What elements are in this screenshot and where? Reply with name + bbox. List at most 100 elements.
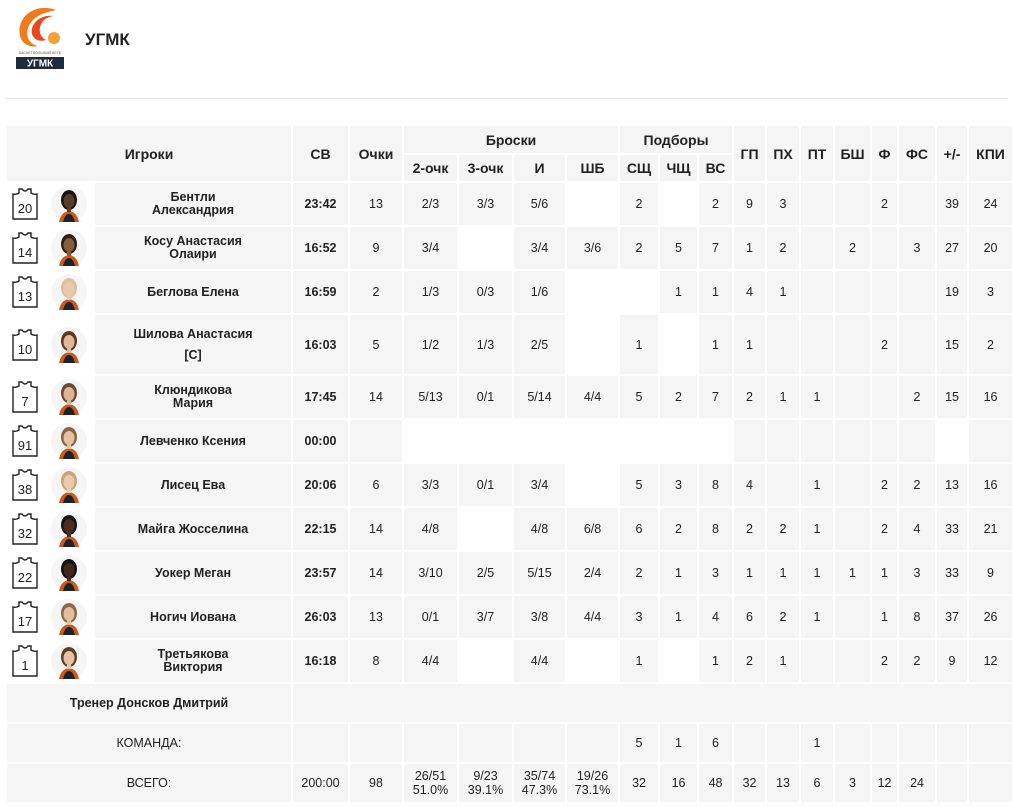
player-photo-cell [42, 418, 95, 464]
player-photo [50, 326, 87, 363]
stat-fg: 5/14 [512, 374, 567, 420]
stat-pts: 14 [348, 506, 404, 552]
stat-pts: 14 [348, 374, 404, 420]
player-name[interactable]: Третьякова Виктория [93, 638, 293, 684]
col-ast[interactable]: ГП [732, 124, 768, 183]
stat-dreb [658, 181, 700, 227]
player-name[interactable]: Майга Жосселина [93, 506, 293, 552]
stat-stl [799, 638, 836, 684]
player-name[interactable]: Бентли Александрия [93, 181, 293, 227]
col-min[interactable]: СВ [291, 124, 350, 183]
player-min: 16:18 [291, 638, 350, 684]
jersey-icon: 1 [11, 645, 38, 677]
stat-pf: 2 [870, 181, 900, 227]
svg-text:91: 91 [17, 438, 31, 453]
jersey-number-cell: 1 [5, 638, 44, 684]
stat-fd [897, 269, 938, 315]
player-name[interactable]: Клюндикова Мария [93, 374, 293, 420]
col-two[interactable]: 2-очк [402, 153, 459, 183]
stat-ft [564, 313, 621, 376]
stat-two [402, 418, 459, 464]
player-name-line1: Клюндикова [154, 383, 232, 397]
stat-ast: 4 [732, 462, 768, 508]
player-photo [50, 274, 87, 310]
player-photo-cell [42, 594, 95, 640]
stat-pf [870, 418, 900, 464]
stat-fg: 5/6 [512, 181, 567, 227]
col-fd[interactable]: ФС [897, 124, 938, 183]
player-photo [50, 555, 87, 591]
col-dreb[interactable]: ЧЩ [658, 153, 700, 183]
jersey-icon: 10 [11, 328, 38, 361]
team-name: УГМК [85, 30, 130, 49]
total-two: 26/51 51.0% [402, 762, 459, 804]
player-min: 16:52 [291, 225, 350, 271]
total-ft: 19/26 73.1% [564, 762, 621, 804]
stat-pts: 2 [348, 269, 404, 315]
col-fg[interactable]: И [512, 153, 567, 183]
stat-pts: 9 [348, 225, 404, 271]
stat-eff: 9 [967, 550, 1014, 596]
stat-fg: 5/15 [512, 550, 567, 596]
stat-blk [833, 638, 873, 684]
player-min: 23:57 [291, 550, 350, 596]
player-photo [50, 379, 87, 415]
player-name-line1: Майга Жосселина [137, 521, 249, 536]
total-ft-made: 19/26 [576, 769, 609, 783]
captain-badge: [C] [184, 347, 202, 362]
col-treb[interactable]: ВС [697, 153, 735, 183]
player-name[interactable]: Шилова Анастасия [C] [93, 313, 293, 376]
coach-spacer [290, 682, 1014, 724]
total-fg-pct: 47.3% [521, 783, 558, 797]
stat-dreb: 1 [658, 550, 700, 596]
stat-three [457, 506, 514, 552]
stat-ft: 4/4 [564, 594, 621, 640]
total-three: 9/23 39.1% [457, 762, 514, 804]
player-name[interactable]: Лисец Ева [93, 462, 293, 508]
player-name-line2: Олаири [169, 247, 217, 261]
table-row: 14 Косу Анастасия Олаири 16:52 9 3/4 3/4 3/6 2 5 7… [5, 225, 1014, 271]
col-to[interactable]: ПХ [765, 124, 802, 183]
team-stat-treb: 6 [697, 722, 735, 764]
stat-treb: 3 [697, 550, 735, 596]
stat-blk [833, 506, 873, 552]
team-stat-stl: 1 [799, 722, 836, 764]
player-photo [50, 599, 87, 635]
col-players[interactable]: Игроки [5, 124, 293, 183]
stat-fd: 3 [897, 225, 938, 271]
team-stat-pm [935, 722, 970, 764]
stat-ft: 6/8 [564, 506, 621, 552]
col-ft[interactable]: ШБ [564, 153, 621, 183]
player-name[interactable]: Ногич Иована [93, 594, 293, 640]
col-pf[interactable]: Ф [870, 124, 900, 183]
player-name-line1: Шилова Анастасия [133, 326, 253, 341]
col-pts[interactable]: Очки [348, 124, 404, 183]
col-pm[interactable]: +/- [935, 124, 970, 183]
player-name-line1: Бентли [170, 190, 216, 204]
stat-eff: 12 [967, 638, 1014, 684]
player-name[interactable]: Косу Анастасия Олаири [93, 225, 293, 271]
player-name-line1: Уокер Меган [154, 565, 231, 580]
player-name[interactable]: Левченко Ксения [93, 418, 293, 464]
svg-text:1: 1 [21, 658, 28, 673]
stat-pf: 2 [870, 462, 900, 508]
total-pm [935, 762, 970, 804]
stat-fg [512, 418, 567, 464]
col-stl[interactable]: ПТ [799, 124, 836, 183]
col-three[interactable]: 3-очк [457, 153, 514, 183]
player-photo [50, 230, 87, 266]
team-stat-three [457, 722, 514, 764]
stat-pm: 15 [935, 313, 970, 376]
player-name[interactable]: Уокер Меган [93, 550, 293, 596]
stat-pm: 15 [935, 374, 970, 420]
stat-dreb: 5 [658, 225, 700, 271]
stat-ft [564, 462, 621, 508]
player-name[interactable]: Беглова Елена [93, 269, 293, 315]
col-eff[interactable]: КПИ [967, 124, 1014, 183]
col-blk[interactable]: БШ [833, 124, 873, 183]
stat-stl: 1 [799, 462, 836, 508]
stat-pts: 5 [348, 313, 404, 376]
col-oreb[interactable]: СЩ [618, 153, 661, 183]
team-row-label: КОМАНДА: [5, 722, 293, 764]
stat-fd [897, 181, 938, 227]
